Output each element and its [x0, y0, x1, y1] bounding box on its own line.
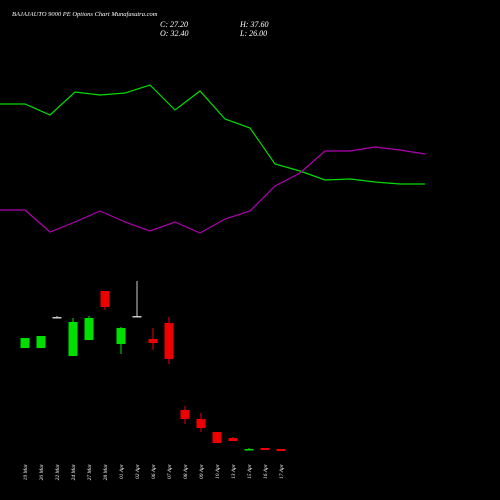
candle-body — [212, 432, 222, 443]
indicator-line — [0, 146, 426, 234]
candle-body — [52, 317, 62, 319]
x-tick-label: 19 Mar — [23, 463, 29, 480]
x-tick-label: 09 Apr — [199, 463, 205, 479]
candle-body — [20, 338, 30, 348]
candle-body — [276, 449, 286, 451]
x-tick-label: 16 Apr — [263, 463, 269, 479]
x-tick-label: 08 Apr — [183, 463, 189, 479]
ohlc-label: L: 26.00 — [239, 29, 267, 38]
x-tick-label: 20 Mar — [39, 463, 45, 480]
candle-body — [68, 322, 78, 356]
candle-body — [100, 291, 110, 307]
chart-title: BAJAJAUTO 9000 PE Options Chart Munafasu… — [12, 11, 158, 18]
ohlc-label: C: 27.20 — [160, 20, 188, 29]
x-tick-label: 15 Apr — [247, 463, 253, 479]
candle-body — [116, 328, 126, 344]
ohlc-label: H: 37.60 — [239, 20, 268, 29]
candle-body — [260, 448, 270, 450]
candle-body — [84, 318, 94, 340]
candle-body — [244, 449, 254, 451]
indicator-line — [0, 84, 425, 185]
candle-body — [164, 323, 174, 359]
x-tick-label: 28 Mar — [103, 463, 109, 480]
x-tick-label: 24 Mar — [70, 463, 77, 480]
x-tick-label: 17 Apr — [279, 463, 285, 479]
x-tick-label: 13 Apr — [231, 463, 237, 479]
candle-body — [180, 410, 190, 419]
x-tick-label: 01 Apr — [119, 463, 125, 479]
ohlc-label: O: 32.40 — [160, 29, 188, 38]
candle-body — [196, 419, 206, 428]
x-tick-label: 06 Apr — [151, 463, 157, 479]
candle-body — [36, 336, 46, 348]
candle-body — [228, 438, 238, 441]
candle-body — [132, 316, 142, 318]
candle-body — [148, 339, 158, 343]
x-tick-label: 22 Mar — [55, 463, 61, 480]
x-tick-label: 07 Apr — [167, 463, 173, 479]
x-tick-label: 02 Apr — [135, 463, 141, 479]
x-tick-label: 10 Apr — [215, 463, 221, 479]
x-tick-label: 27 Mar — [87, 463, 93, 480]
